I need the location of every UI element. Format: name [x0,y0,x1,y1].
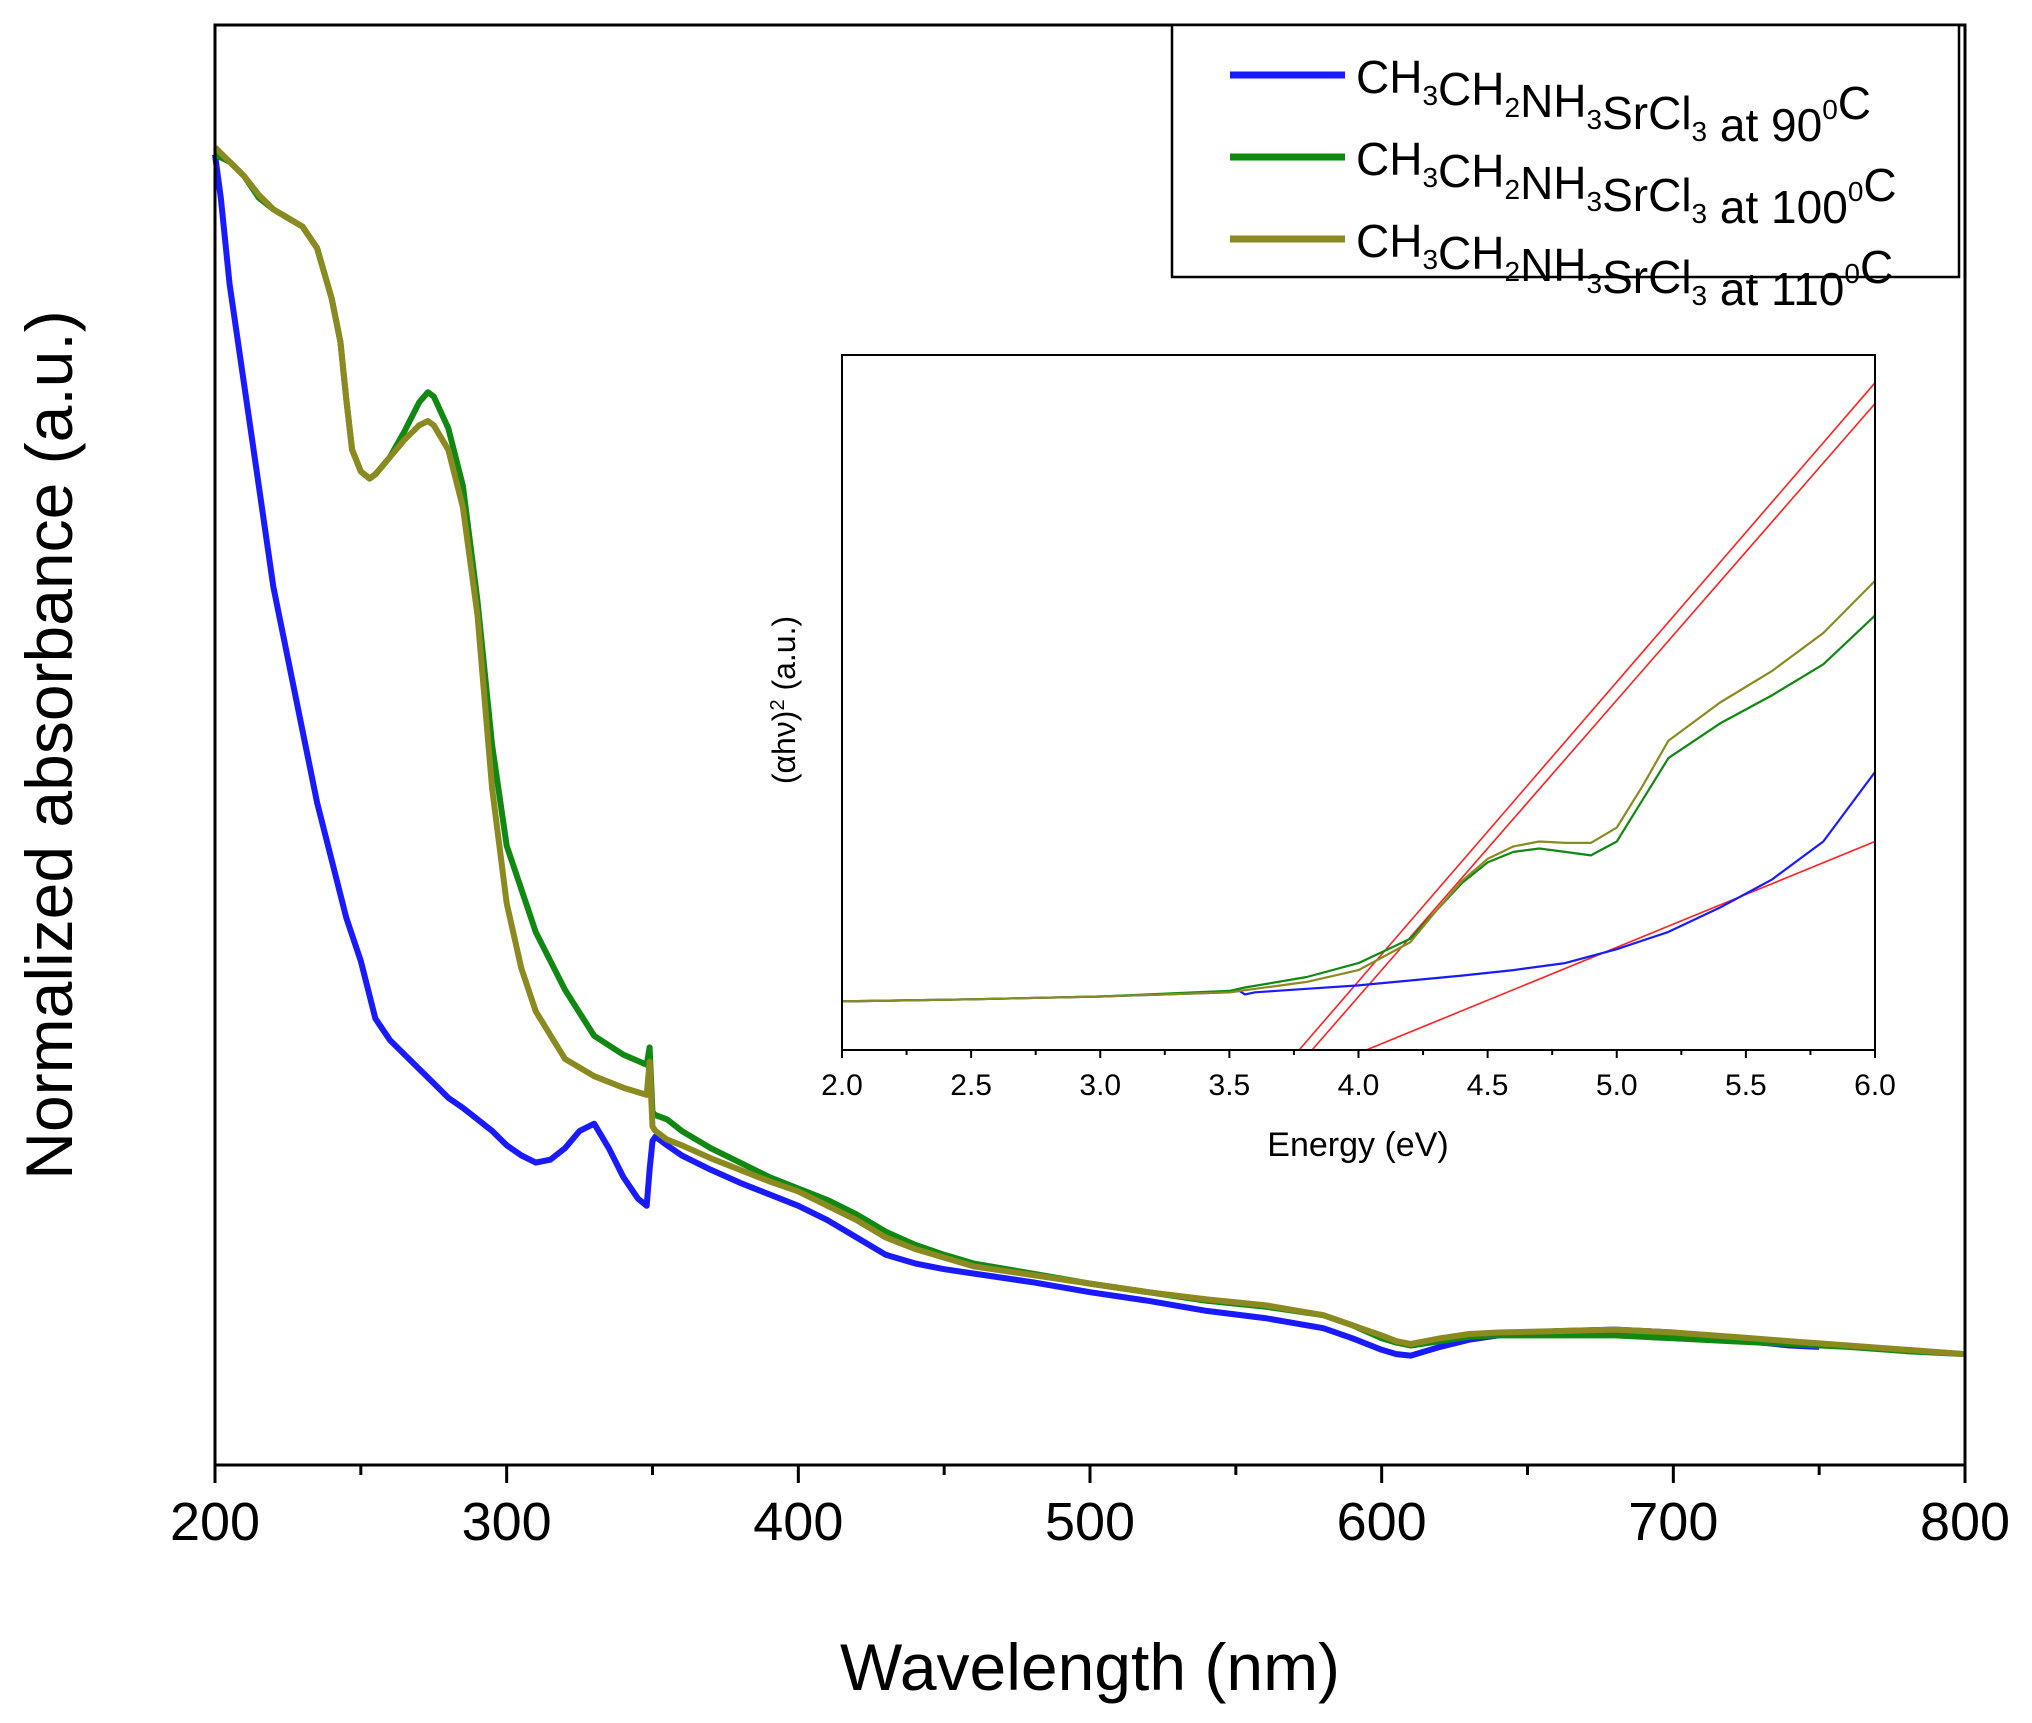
inset-x-tick-label: 2.5 [950,1069,992,1102]
main-y-axis-label: Normalized absorbance (a.u.) [12,310,86,1179]
inset-x-tick-label: 3.5 [1209,1069,1251,1102]
main-x-axis-label: Wavelength (nm) [840,1630,1340,1704]
inset-x-tick-label: 4.0 [1338,1069,1380,1102]
main-x-ticks: 200 300 400 500 600 700 800 [170,1465,2010,1552]
inset-series-line-2 [841,580,1876,1003]
main-x-tick-label: 200 [170,1492,260,1552]
inset-y-label-sup: 2 [767,699,789,710]
inset-x-tick-label: 2.0 [821,1069,863,1102]
main-series-line-0 [212,154,1820,1359]
inset-y-label-main: (αhν) [766,711,802,785]
inset-x-tick-label: 4.5 [1467,1069,1509,1102]
legend-label-2: CH3CH2NH3SrCl3 at 1100C [1356,215,1893,315]
inset-x-tick-label: 6.0 [1854,1069,1896,1102]
main-series-line-2 [212,145,1966,1358]
inset-x-ticks: 2.0 2.5 3.0 3.5 4.0 4.5 5.0 5.5 6.0 [821,1050,1896,1102]
inset-x-tick-label: 5.0 [1596,1069,1638,1102]
main-plot: 200 300 400 500 600 700 800 Wavelength (nm) No… [12,23,2010,1704]
inset-series-line-1 [841,614,1876,1003]
main-x-tick-label: 300 [462,1492,552,1552]
inset-fit-line-2 [1365,840,1876,1051]
inset-background [842,355,1875,1050]
main-series-group [212,145,1966,1359]
inset-x-tick-label: 3.0 [1079,1069,1121,1102]
main-x-tick-label: 400 [753,1492,843,1552]
inset-plot: 2.0 2.5 3.0 3.5 4.0 4.5 5.0 5.5 6.0 Energy (eV) … [766,354,1896,1164]
inset-x-axis-label: Energy (eV) [1267,1126,1448,1164]
inset-y-label-unit: (a.u.) [766,616,802,700]
main-x-tick-label: 600 [1337,1492,1427,1552]
legend-label-1: CH3CH2NH3SrCl3 at 1000C [1356,133,1897,233]
main-x-tick-label: 800 [1920,1492,2010,1552]
legend-box [1170,23,1961,279]
inset-series-group [841,382,1876,1051]
main-x-tick-label: 500 [1045,1492,1135,1552]
inset-x-tick-label: 5.5 [1725,1069,1767,1102]
inset-fit-line-1 [1311,403,1876,1051]
legend-label-0: CH3CH2NH3SrCl3 at 900C [1356,51,1871,151]
main-x-tick-label: 700 [1628,1492,1718,1552]
inset-y-axis-label: (αhν)2 (a.u.) [766,616,802,784]
inset-fit-line-0 [1298,382,1876,1051]
